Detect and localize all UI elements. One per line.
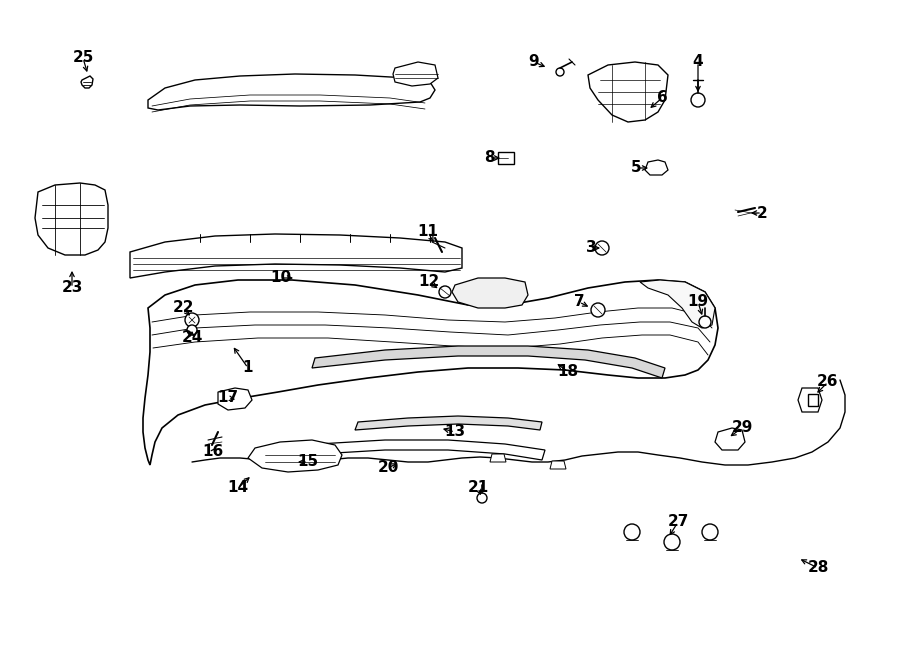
Text: 20: 20 — [377, 461, 399, 475]
Text: 7: 7 — [573, 295, 584, 309]
Text: 23: 23 — [61, 280, 83, 295]
Text: 29: 29 — [732, 420, 752, 436]
Text: 8: 8 — [483, 151, 494, 165]
Polygon shape — [248, 440, 342, 472]
Circle shape — [691, 93, 705, 107]
Circle shape — [595, 241, 609, 255]
Circle shape — [702, 524, 718, 540]
Text: 18: 18 — [557, 364, 579, 379]
Circle shape — [624, 524, 640, 540]
Circle shape — [556, 68, 564, 76]
Circle shape — [187, 325, 197, 335]
Text: 25: 25 — [72, 50, 94, 65]
Polygon shape — [218, 388, 252, 410]
Text: 5: 5 — [631, 161, 642, 176]
Polygon shape — [490, 454, 506, 462]
Text: 13: 13 — [445, 424, 465, 440]
Text: 10: 10 — [270, 270, 292, 286]
Circle shape — [439, 286, 451, 298]
Polygon shape — [798, 388, 822, 412]
Text: 1: 1 — [243, 360, 253, 375]
Polygon shape — [260, 440, 545, 460]
Circle shape — [591, 303, 605, 317]
Circle shape — [664, 534, 680, 550]
Text: 3: 3 — [586, 241, 597, 256]
Polygon shape — [143, 280, 718, 465]
Text: 26: 26 — [817, 375, 839, 389]
Polygon shape — [452, 278, 528, 308]
Text: 28: 28 — [807, 561, 829, 576]
Polygon shape — [645, 160, 668, 175]
Text: 16: 16 — [202, 444, 223, 459]
Text: 22: 22 — [172, 301, 194, 315]
Circle shape — [185, 313, 199, 327]
Circle shape — [699, 316, 711, 328]
Text: 11: 11 — [418, 225, 438, 239]
Polygon shape — [588, 62, 668, 122]
Polygon shape — [355, 416, 542, 430]
Text: 27: 27 — [667, 514, 688, 529]
Text: 9: 9 — [528, 54, 539, 69]
Polygon shape — [393, 62, 438, 86]
Text: 6: 6 — [657, 91, 668, 106]
Text: 4: 4 — [693, 54, 703, 69]
Polygon shape — [35, 183, 108, 255]
Polygon shape — [550, 461, 566, 469]
Polygon shape — [148, 74, 435, 110]
Text: 12: 12 — [418, 274, 439, 290]
Text: 24: 24 — [181, 330, 202, 346]
Text: 21: 21 — [467, 481, 489, 496]
Polygon shape — [312, 346, 665, 378]
Polygon shape — [81, 76, 93, 88]
Text: 19: 19 — [688, 295, 708, 309]
Bar — [498, 152, 514, 164]
Text: 17: 17 — [218, 391, 238, 405]
Bar — [808, 394, 818, 406]
Polygon shape — [715, 428, 745, 450]
Text: 15: 15 — [297, 455, 319, 469]
Circle shape — [477, 493, 487, 503]
Text: 2: 2 — [757, 206, 768, 221]
Polygon shape — [130, 234, 462, 278]
Text: 14: 14 — [228, 481, 248, 496]
Polygon shape — [640, 280, 715, 328]
